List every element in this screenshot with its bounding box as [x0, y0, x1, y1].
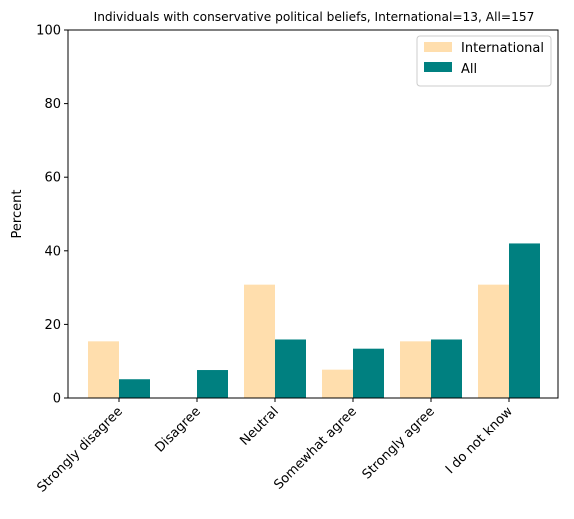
x-axis: Strongly disagree Disagree NeutralSomewhat…: [34, 398, 516, 496]
y-tick-label-0: 0: [53, 392, 61, 407]
bar-all-strongly-agree: [431, 339, 462, 398]
bar-international-neutral: [244, 284, 275, 398]
y-axis: 0 20 40 60 80 100: [36, 24, 68, 407]
chart-title: Individuals with conservative political …: [94, 10, 535, 24]
plot-frame: [67, 29, 559, 399]
x-tick-label-neutral: Neutral: [237, 404, 282, 449]
bar-all-somewhat-agree: [353, 348, 384, 398]
y-tick-label-20: 20: [44, 318, 61, 333]
legend-swatch-all: [424, 62, 452, 72]
bar-international-i-do-not-know: [478, 284, 509, 398]
bar-international-strongly-agree: [400, 341, 431, 398]
x-tick-label-strongly-agree: Strongly agree: [360, 404, 438, 482]
y-tick-label-40: 40: [44, 244, 61, 259]
legend-swatch-international: [424, 42, 452, 52]
y-axis-label: Percent: [10, 190, 25, 239]
bars-group: [88, 243, 540, 398]
x-tick-label-somewhat-agree: Somewhat agree: [271, 404, 360, 493]
legend-label-all: All: [461, 62, 477, 77]
y-tick-label-80: 80: [44, 97, 61, 112]
bar-all-i-do-not-know: [509, 243, 540, 398]
y-tick-label-60: 60: [44, 171, 61, 186]
legend-label-international: International: [461, 41, 544, 56]
bar-international-somewhat-agree: [322, 369, 353, 398]
y-tick-label-100: 100: [36, 24, 61, 39]
bar-all-disagree: [197, 370, 228, 398]
bar-international-strongly-disagree: [88, 341, 119, 398]
x-tick-label-strongly-disagree: Strongly disagree: [34, 404, 125, 495]
bar-all-strongly-disagree: [119, 379, 150, 398]
x-tick-label-i-do-not-know: I do not know: [443, 404, 516, 477]
legend: International All: [416, 35, 552, 87]
x-tick-label-disagree: Disagree: [152, 404, 203, 455]
bar-all-neutral: [275, 339, 306, 398]
